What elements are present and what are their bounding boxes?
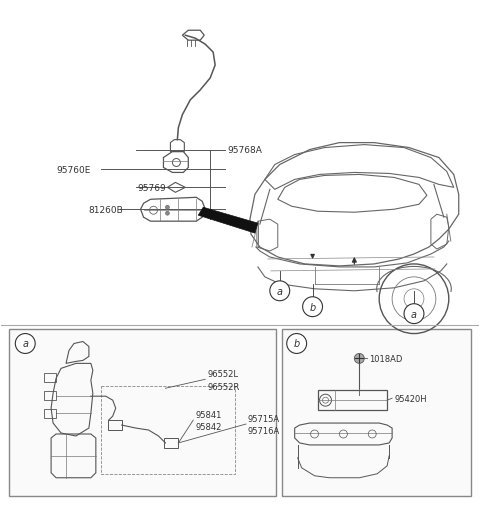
Text: b: b: [294, 339, 300, 349]
Text: 95768A: 95768A: [227, 146, 262, 155]
Text: 95715A: 95715A: [248, 414, 280, 423]
Bar: [165, 438, 179, 448]
Text: 95716A: 95716A: [248, 426, 280, 435]
Bar: [44, 374, 56, 382]
Text: 95841: 95841: [195, 410, 222, 419]
Text: 96552R: 96552R: [207, 382, 240, 391]
Text: 95760E: 95760E: [56, 166, 90, 175]
Circle shape: [302, 297, 323, 317]
Text: a: a: [411, 309, 417, 319]
Circle shape: [15, 334, 35, 353]
Text: 95420H: 95420H: [394, 394, 427, 403]
Circle shape: [270, 281, 290, 301]
Bar: [318, 390, 387, 411]
Circle shape: [354, 354, 364, 364]
Text: 1018AD: 1018AD: [369, 354, 403, 363]
Circle shape: [404, 304, 424, 324]
Circle shape: [166, 206, 169, 210]
Text: b: b: [310, 302, 316, 312]
Text: 81260B: 81260B: [88, 206, 122, 214]
Text: a: a: [277, 286, 283, 296]
Bar: [101, 386, 235, 474]
Polygon shape: [198, 208, 258, 234]
Text: 95769: 95769: [138, 183, 167, 192]
Bar: [282, 329, 471, 496]
Text: 95842: 95842: [195, 422, 222, 431]
Text: a: a: [22, 339, 28, 349]
Bar: [9, 329, 276, 496]
Bar: [44, 391, 56, 400]
Text: 96552L: 96552L: [207, 369, 238, 378]
Circle shape: [166, 212, 169, 216]
Bar: [44, 410, 56, 418]
Circle shape: [287, 334, 307, 353]
Bar: [108, 420, 122, 430]
